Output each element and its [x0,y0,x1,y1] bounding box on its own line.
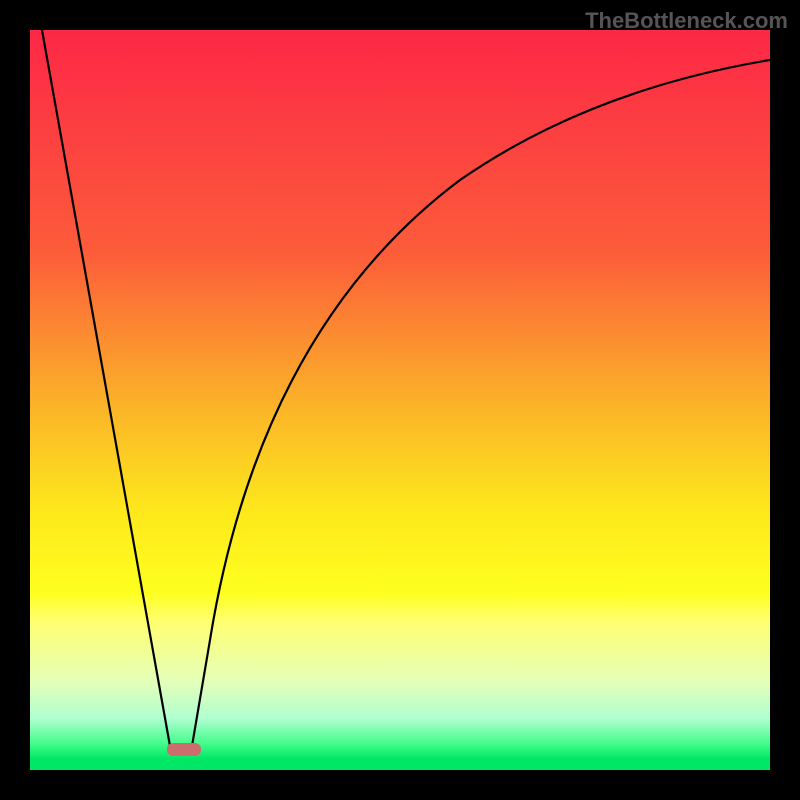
curve-right-segment [192,60,770,746]
plot-area [30,30,770,770]
chart-container: TheBottleneck.com [0,0,800,800]
bottleneck-curve [30,30,770,770]
watermark-text: TheBottleneck.com [585,8,788,34]
vertex-marker [167,743,201,756]
curve-left-segment [42,30,170,746]
